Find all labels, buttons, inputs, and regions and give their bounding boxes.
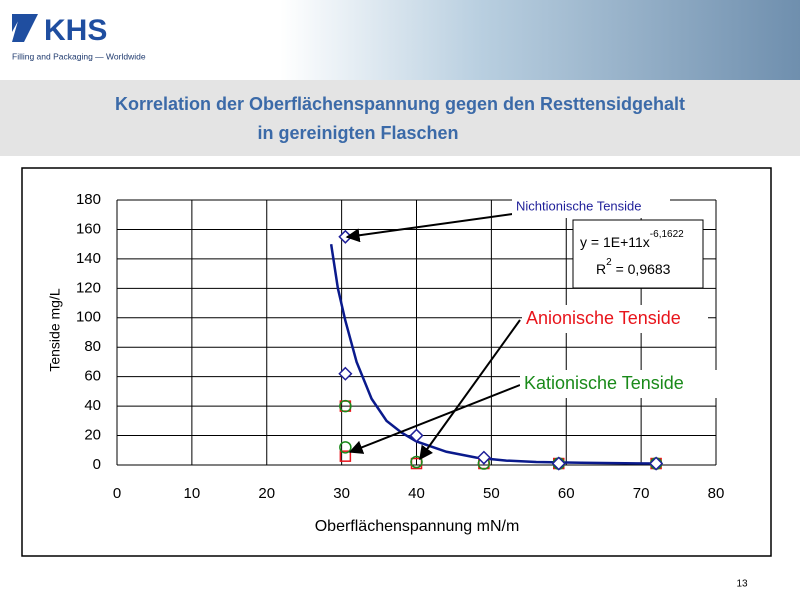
equation-lhs: y = 1E+11x bbox=[580, 234, 650, 250]
data-point bbox=[649, 456, 664, 471]
r-base: R bbox=[596, 261, 606, 277]
data-point bbox=[339, 399, 352, 413]
title-band bbox=[0, 80, 800, 156]
arrow bbox=[345, 212, 521, 243]
y-axis-label: Tenside mg/L bbox=[47, 288, 63, 371]
arrow bbox=[419, 319, 521, 461]
y-tick-label: 180 bbox=[76, 191, 101, 208]
r-value: = 0,9683 bbox=[612, 261, 671, 277]
data-point bbox=[409, 428, 424, 443]
annotation-label: Kationische Tenside bbox=[524, 373, 684, 393]
y-tick-label: 140 bbox=[76, 250, 101, 267]
y-tick-label: 0 bbox=[93, 456, 101, 473]
x-tick-label: 0 bbox=[113, 485, 121, 502]
r-power: 2 bbox=[606, 257, 612, 268]
r-squared: R2 = 0,9683 bbox=[596, 257, 671, 277]
data-point bbox=[339, 450, 352, 462]
data-point bbox=[338, 366, 353, 381]
tagline: Filling and Packaging — Worldwide bbox=[12, 51, 146, 61]
arrow bbox=[348, 384, 521, 454]
annotations: Nichtionische Tenside Anionische Tenside… bbox=[345, 196, 720, 461]
x-tick-label: 60 bbox=[558, 485, 575, 502]
y-tick-label: 80 bbox=[84, 338, 101, 355]
slide-title: Korrelation der Oberflächenspannung gege… bbox=[115, 94, 685, 114]
label-box bbox=[522, 305, 708, 333]
trendline bbox=[329, 243, 657, 465]
equation: y = 1E+11x-6,1622 bbox=[580, 229, 684, 250]
annotation-label: Nichtionische Tenside bbox=[516, 198, 642, 213]
y-tick-label: 160 bbox=[76, 220, 101, 237]
logo: KHS Filling and Packaging — Worldwide bbox=[12, 14, 146, 61]
logo-text: KHS bbox=[44, 14, 107, 47]
y-tick-label: 20 bbox=[84, 427, 101, 444]
x-tick-label: 80 bbox=[708, 485, 725, 502]
header-banner bbox=[0, 0, 800, 80]
label-box bbox=[512, 196, 670, 218]
page-number: 13 bbox=[736, 579, 748, 590]
slide-title: in gereinigten Flaschen bbox=[257, 123, 458, 143]
x-tick-label: 50 bbox=[483, 485, 500, 502]
y-tick-label: 40 bbox=[84, 397, 101, 414]
equation-box bbox=[572, 219, 704, 289]
data-point bbox=[551, 456, 566, 471]
x-tick-label: 70 bbox=[633, 485, 650, 502]
data-point bbox=[476, 450, 491, 465]
label-box bbox=[520, 370, 720, 398]
x-tick-label: 40 bbox=[408, 485, 425, 502]
data-point bbox=[410, 455, 423, 469]
y-tick-label: 60 bbox=[84, 368, 101, 385]
equation-exponent: -6,1622 bbox=[650, 229, 684, 240]
x-tick-label: 20 bbox=[258, 485, 275, 502]
x-axis-label: Oberflächenspannung mN/m bbox=[315, 518, 520, 535]
x-tick-label: 30 bbox=[333, 485, 350, 502]
x-tick-label: 10 bbox=[184, 485, 201, 502]
y-tick-label: 120 bbox=[76, 279, 101, 296]
y-tick-label: 100 bbox=[76, 309, 101, 326]
annotation-label: Anionische Tenside bbox=[526, 308, 681, 328]
